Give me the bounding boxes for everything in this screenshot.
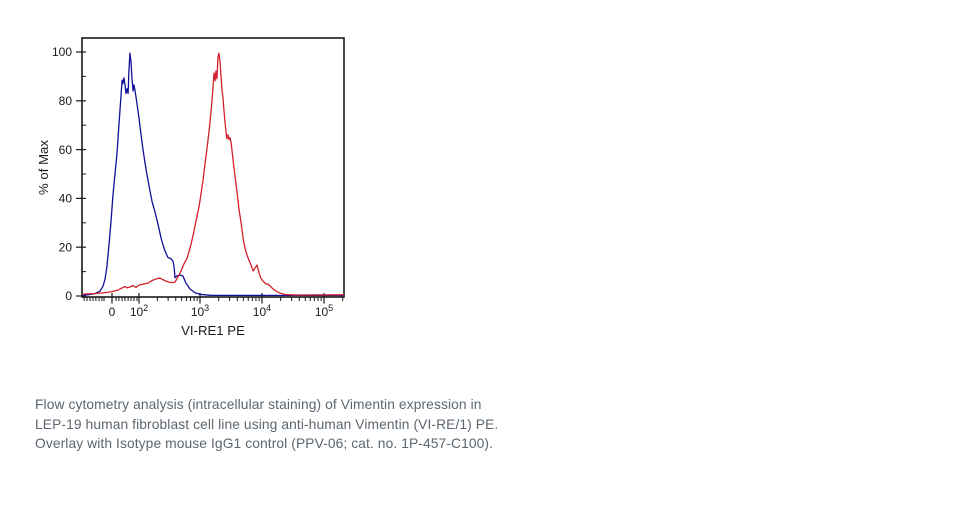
- flow-cytometry-figure: 0 20 40 60 80 100 0 102 103 104 105 VI-RE1 PE % of M…: [0, 0, 400, 360]
- y-tick-label: 0: [65, 289, 72, 303]
- x-tick-label: 102: [130, 303, 148, 319]
- x-tick-label: 103: [191, 303, 209, 319]
- caption-line-3: Overlay with Isotype mouse IgG1 control …: [35, 436, 494, 452]
- caption-line-2: LEP-19 human fibroblast cell line using …: [35, 416, 499, 432]
- x-axis-title: VI-RE1 PE: [181, 323, 245, 338]
- flow-histogram-plot: 0 20 40 60 80 100 0 102 103 104 105 VI-RE1 PE % of M…: [36, 37, 345, 338]
- x-tick-label: 104: [253, 303, 271, 319]
- x-tick-label: 105: [315, 303, 333, 319]
- y-tick-label: 40: [59, 192, 73, 206]
- figure-caption: Flow cytometry analysis (intracellular s…: [35, 395, 555, 454]
- vimentin-pe-curve: [82, 52, 345, 296]
- x-tick-label: 0: [109, 305, 116, 319]
- caption-line-1: Flow cytometry analysis (intracellular s…: [35, 397, 482, 412]
- y-axis-title: % of Max: [36, 140, 51, 195]
- plot-frame: [81, 37, 345, 298]
- isotype-control-curve: [82, 52, 345, 297]
- y-tick-label: 20: [59, 240, 73, 254]
- y-tick-label: 60: [59, 143, 73, 157]
- y-tick-label: 100: [52, 45, 72, 59]
- y-tick-label: 80: [59, 94, 73, 108]
